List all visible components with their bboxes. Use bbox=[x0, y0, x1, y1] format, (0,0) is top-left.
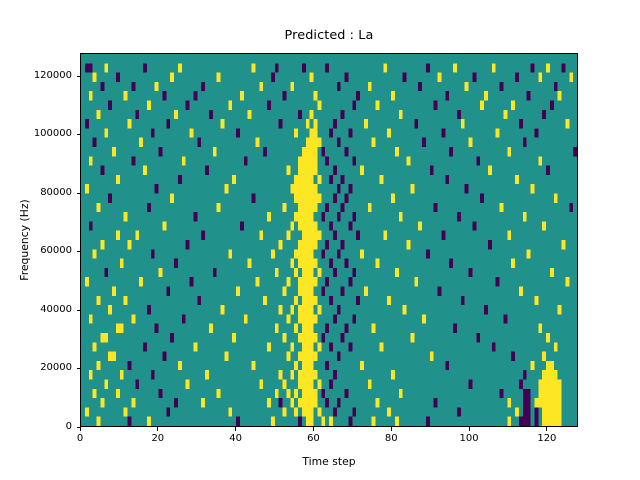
x-tick-mark bbox=[546, 427, 548, 431]
y-tick-label: 20000 bbox=[40, 362, 72, 374]
y-tick-label: 60000 bbox=[40, 245, 72, 257]
heatmap-image bbox=[84, 63, 577, 426]
x-tick-mark bbox=[79, 427, 81, 431]
y-tick-mark bbox=[76, 368, 80, 370]
y-axis-label: Frequency (Hz) bbox=[18, 199, 31, 281]
x-tick-label: 100 bbox=[459, 433, 479, 444]
x-tick-mark bbox=[312, 427, 314, 431]
y-tick-mark bbox=[76, 309, 80, 311]
x-tick-label: 60 bbox=[307, 433, 320, 444]
x-tick-label: 40 bbox=[229, 433, 242, 444]
x-tick-label: 80 bbox=[384, 433, 398, 444]
y-tick-label: 80000 bbox=[40, 186, 72, 198]
x-tick-label: 0 bbox=[76, 433, 84, 444]
y-tick-label: 0 bbox=[65, 420, 72, 432]
y-tick-mark bbox=[76, 426, 80, 428]
y-tick-mark bbox=[76, 251, 80, 253]
x-tick-mark bbox=[468, 427, 470, 431]
y-tick-label: 100000 bbox=[33, 128, 72, 140]
x-axis-label: Time step bbox=[302, 455, 356, 468]
x-tick-mark bbox=[235, 427, 237, 431]
x-tick-mark bbox=[157, 427, 159, 431]
x-tick-mark bbox=[390, 427, 392, 431]
x-tick-label: 120 bbox=[537, 433, 557, 444]
y-tick-mark bbox=[76, 75, 80, 77]
chart-title: Predicted : La bbox=[284, 28, 374, 43]
y-tick-label: 40000 bbox=[40, 303, 72, 315]
y-tick-mark bbox=[76, 134, 80, 136]
y-tick-mark bbox=[76, 192, 80, 194]
x-tick-label: 20 bbox=[151, 433, 165, 444]
plot-area bbox=[80, 53, 578, 427]
y-tick-label: 120000 bbox=[33, 69, 72, 81]
